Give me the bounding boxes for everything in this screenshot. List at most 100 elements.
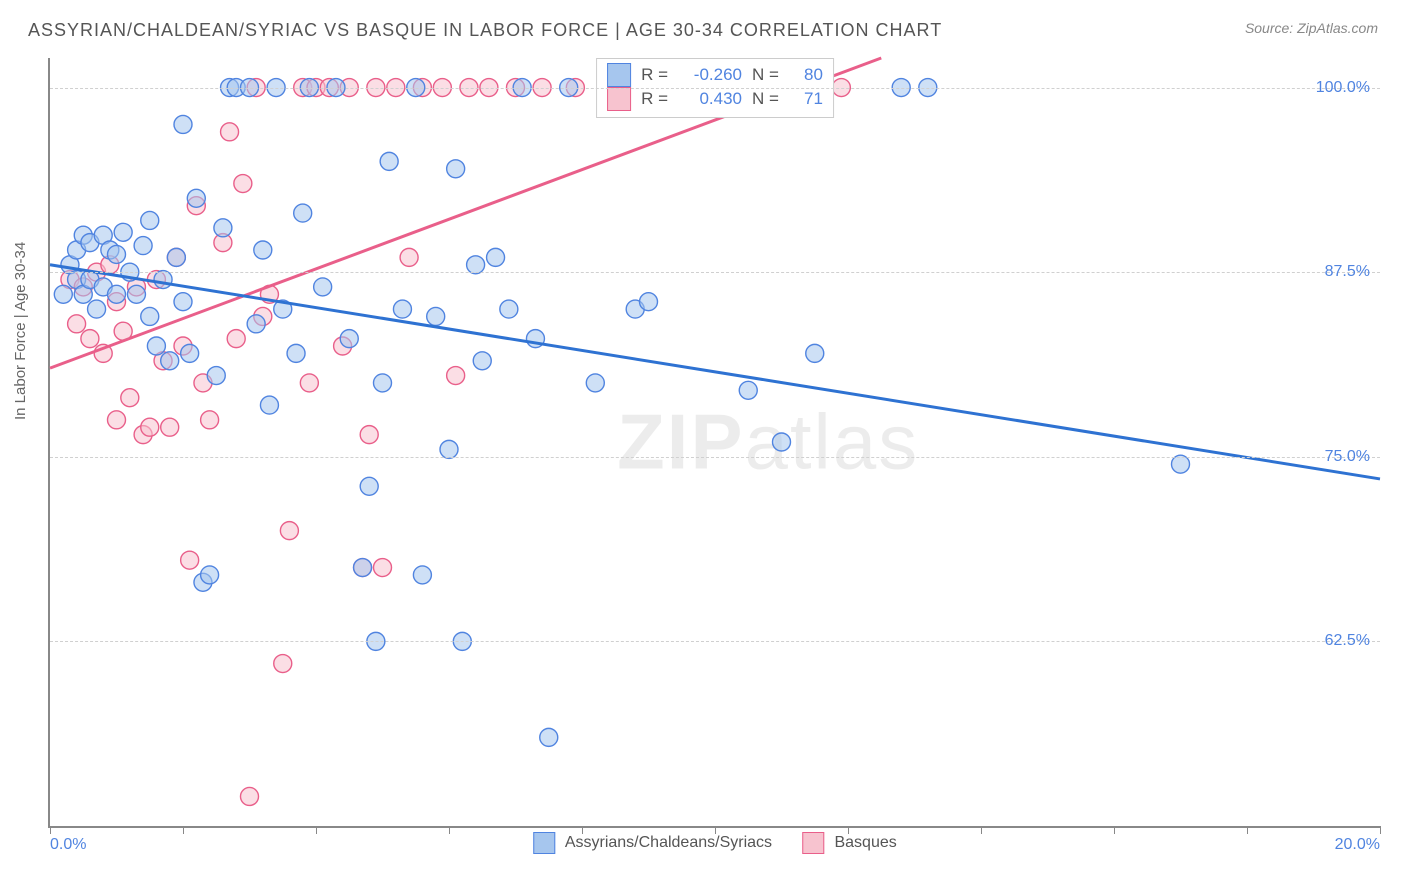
x-tick [50,826,51,834]
scatter-point [340,330,358,348]
legend-row-pink: R = 0.430 N = 71 [607,87,823,111]
scatter-point [739,381,757,399]
gridline-h [50,457,1380,458]
scatter-point [440,440,458,458]
scatter-point [114,223,132,241]
x-axis-min-label: 0.0% [50,836,86,854]
n-value-blue: 80 [793,65,823,85]
swatch-pink [802,832,824,854]
x-tick [848,826,849,834]
y-tick-label: 100.0% [1316,79,1370,97]
source-name: ZipAtlas.com [1297,20,1378,36]
scatter-point [374,374,392,392]
scatter-point [400,248,418,266]
scatter-point [174,293,192,311]
trend-line [50,265,1380,479]
scatter-point [374,559,392,577]
y-tick-label: 87.5% [1325,263,1370,281]
scatter-point [806,344,824,362]
n-label: N = [752,65,779,85]
x-tick [316,826,317,834]
scatter-point [500,300,518,318]
scatter-point [161,418,179,436]
scatter-point [773,433,791,451]
scatter-point [473,352,491,370]
scatter-point [467,256,485,274]
x-tick [1114,826,1115,834]
scatter-point [540,728,558,746]
gridline-h [50,272,1380,273]
r-value-blue: -0.260 [682,65,742,85]
x-tick [981,826,982,834]
scatter-point [260,396,278,414]
scatter-point [447,160,465,178]
x-tick [449,826,450,834]
scatter-point [108,411,126,429]
scatter-point [221,123,239,141]
scatter-point [181,551,199,569]
scatter-point [427,307,445,325]
scatter-point [108,285,126,303]
scatter-point [487,248,505,266]
scatter-point [294,204,312,222]
scatter-point [254,241,272,259]
scatter-point [147,337,165,355]
scatter-point [201,566,219,584]
scatter-point [360,426,378,444]
scatter-point [393,300,411,318]
r-label: R = [641,65,668,85]
scatter-point [280,522,298,540]
scatter-point [201,411,219,429]
series-legend: Assyrians/Chaldeans/Syriacs Basques [533,832,896,854]
chart-title: ASSYRIAN/CHALDEAN/SYRIAC VS BASQUE IN LA… [28,20,942,41]
scatter-point [121,389,139,407]
scatter-point [207,367,225,385]
scatter-point [1172,455,1190,473]
scatter-point [141,418,159,436]
scatter-point [161,352,179,370]
scatter-point [227,330,245,348]
source-line: Source: ZipAtlas.com [1245,20,1378,38]
swatch-blue [533,832,555,854]
legend-item-pink: Basques [802,832,897,854]
swatch-blue [607,63,631,87]
scatter-point [586,374,604,392]
swatch-pink [607,87,631,111]
scatter-point [88,300,106,318]
chart-svg [50,58,1380,826]
scatter-point [141,307,159,325]
scatter-point [300,374,318,392]
scatter-point [167,248,185,266]
scatter-point [234,175,252,193]
scatter-point [181,344,199,362]
scatter-point [81,330,99,348]
scatter-point [154,271,172,289]
scatter-point [134,237,152,255]
scatter-point [68,315,86,333]
scatter-point [274,655,292,673]
n-label: N = [752,89,779,109]
scatter-point [287,344,305,362]
scatter-point [380,152,398,170]
series2-label: Basques [834,834,896,851]
y-axis-label: In Labor Force | Age 30-34 [12,242,29,420]
scatter-point [141,211,159,229]
legend-row-blue: R = -0.260 N = 80 [607,63,823,87]
r-label: R = [641,89,668,109]
x-tick [183,826,184,834]
legend-item-blue: Assyrians/Chaldeans/Syriacs [533,832,772,854]
y-tick-label: 75.0% [1325,448,1370,466]
scatter-point [354,559,372,577]
scatter-point [54,285,72,303]
x-tick [715,826,716,834]
scatter-point [187,189,205,207]
gridline-h [50,641,1380,642]
n-value-pink: 71 [793,89,823,109]
plot-area: ZIPatlas R = -0.260 N = 80 R = 0.430 N =… [48,58,1380,828]
scatter-point [127,285,145,303]
x-tick [1247,826,1248,834]
x-tick [1380,826,1381,834]
scatter-point [314,278,332,296]
x-tick [582,826,583,834]
scatter-point [640,293,658,311]
